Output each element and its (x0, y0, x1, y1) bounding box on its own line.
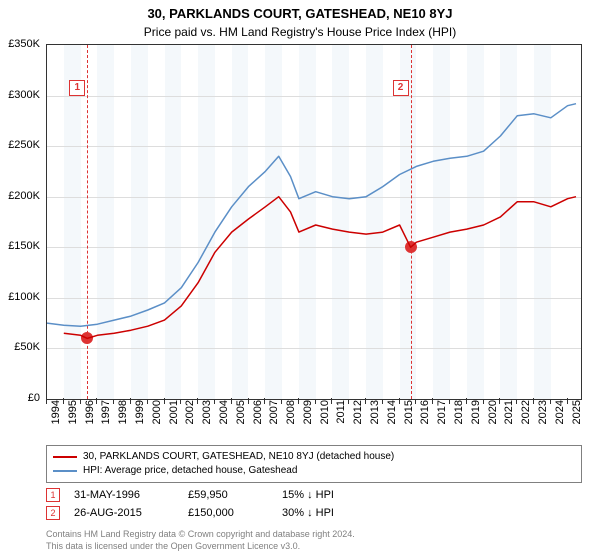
x-tick-label: 2003 (201, 400, 213, 440)
chart-subtitle: Price paid vs. HM Land Registry's House … (0, 21, 600, 41)
x-tick-label: 2022 (520, 400, 532, 440)
y-tick-label: £350K (0, 38, 40, 50)
x-tick-label: 2012 (352, 400, 364, 440)
x-tick-label: 1997 (100, 400, 112, 440)
y-tick-label: £0 (0, 392, 40, 404)
y-tick-label: £300K (0, 89, 40, 101)
x-tick-label: 1994 (50, 400, 62, 440)
x-tick-label: 2008 (285, 400, 297, 440)
x-tick-label: 1998 (117, 400, 129, 440)
sale-row-marker: 1 (46, 488, 60, 502)
x-tick-label: 2004 (218, 400, 230, 440)
chart-container: 30, PARKLANDS COURT, GATESHEAD, NE10 8YJ… (0, 0, 600, 560)
x-tick-label: 2013 (369, 400, 381, 440)
sale-price: £150,000 (188, 507, 268, 519)
x-tick-label: 2016 (419, 400, 431, 440)
chart-lines (47, 45, 581, 399)
legend: 30, PARKLANDS COURT, GATESHEAD, NE10 8YJ… (46, 445, 582, 483)
y-tick-label: £150K (0, 240, 40, 252)
x-tick-label: 2020 (487, 400, 499, 440)
x-tick-label: 2006 (252, 400, 264, 440)
footer-line-1: Contains HM Land Registry data © Crown c… (46, 528, 355, 540)
footer-line-2: This data is licensed under the Open Gov… (46, 540, 355, 552)
legend-label-1: 30, PARKLANDS COURT, GATESHEAD, NE10 8YJ… (83, 450, 394, 464)
chart-title: 30, PARKLANDS COURT, GATESHEAD, NE10 8YJ (0, 0, 600, 21)
sale-row: 2 26-AUG-2015 £150,000 30% ↓ HPI (46, 504, 382, 522)
series-red (64, 197, 576, 339)
x-tick-label: 2021 (503, 400, 515, 440)
x-tick-label: 2010 (319, 400, 331, 440)
attribution-footer: Contains HM Land Registry data © Crown c… (46, 528, 355, 552)
y-tick-label: £100K (0, 291, 40, 303)
legend-item-1: 30, PARKLANDS COURT, GATESHEAD, NE10 8YJ… (53, 450, 575, 464)
x-tick-label: 2019 (470, 400, 482, 440)
plot-area: 12 (46, 44, 582, 400)
legend-item-2: HPI: Average price, detached house, Gate… (53, 464, 575, 478)
legend-swatch-1 (53, 456, 77, 458)
x-tick-label: 2017 (436, 400, 448, 440)
sales-table: 1 31-MAY-1996 £59,950 15% ↓ HPI 2 26-AUG-2015… (46, 486, 382, 522)
x-tick-label: 2018 (453, 400, 465, 440)
x-tick-label: 2002 (184, 400, 196, 440)
x-tick-label: 2011 (335, 400, 347, 440)
y-tick-label: £200K (0, 190, 40, 202)
x-tick-label: 1999 (134, 400, 146, 440)
x-tick-label: 2005 (235, 400, 247, 440)
sale-date: 31-MAY-1996 (74, 489, 174, 501)
legend-swatch-2 (53, 470, 77, 472)
x-tick-label: 2024 (554, 400, 566, 440)
sale-row-marker: 2 (46, 506, 60, 520)
series-blue (47, 104, 576, 327)
y-tick-label: £250K (0, 139, 40, 151)
y-tick-label: £50K (0, 341, 40, 353)
x-tick-label: 2015 (403, 400, 415, 440)
sale-row: 1 31-MAY-1996 £59,950 15% ↓ HPI (46, 486, 382, 504)
sale-date: 26-AUG-2015 (74, 507, 174, 519)
x-tick-label: 1995 (67, 400, 79, 440)
sale-hpi: 15% ↓ HPI (282, 489, 382, 501)
x-tick-label: 2009 (302, 400, 314, 440)
legend-label-2: HPI: Average price, detached house, Gate… (83, 464, 297, 478)
x-tick-label: 2001 (168, 400, 180, 440)
x-tick-label: 2000 (151, 400, 163, 440)
sale-hpi: 30% ↓ HPI (282, 507, 382, 519)
x-tick-label: 2023 (537, 400, 549, 440)
x-tick-label: 2007 (268, 400, 280, 440)
x-tick-label: 1996 (84, 400, 96, 440)
x-tick-label: 2014 (386, 400, 398, 440)
x-tick-label: 2025 (571, 400, 583, 440)
sale-price: £59,950 (188, 489, 268, 501)
